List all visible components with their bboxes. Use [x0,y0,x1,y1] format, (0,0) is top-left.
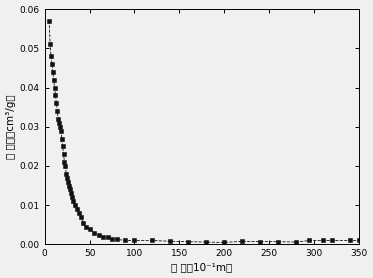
Y-axis label: 孔 体积（cm³/g）: 孔 体积（cm³/g） [6,95,16,159]
X-axis label: 孔 径（10⁻¹m）: 孔 径（10⁻¹m） [171,262,232,272]
